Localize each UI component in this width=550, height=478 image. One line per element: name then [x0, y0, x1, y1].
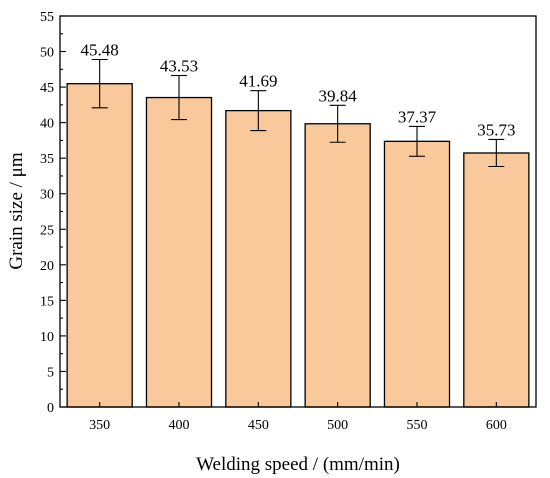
y-tick-label-50: 50 — [40, 46, 54, 61]
bar-550 — [383, 140, 451, 408]
data-label-600: 35.73 — [477, 120, 515, 139]
bar-350 — [66, 83, 133, 408]
y-tick-label-55: 55 — [40, 10, 54, 25]
y-tick-label-15: 15 — [40, 294, 54, 309]
y-tick-label-45: 45 — [40, 81, 54, 96]
x-tick-label-600: 600 — [486, 418, 507, 433]
x-tick-label-500: 500 — [327, 418, 348, 433]
y-tick-label-35: 35 — [40, 152, 54, 167]
bar-400 — [145, 96, 213, 408]
y-axis-title: Grain size / μm — [6, 152, 27, 270]
y-tick-label-40: 40 — [40, 117, 54, 132]
y-tick-label-5: 5 — [47, 365, 54, 380]
data-label-500: 39.84 — [319, 86, 358, 105]
bar-450 — [225, 109, 292, 408]
bar-600 — [463, 152, 530, 408]
y-axis: 0 5 10 15 20 25 30 35 40 45 50 55 — [40, 10, 66, 416]
x-tick-label-450: 450 — [248, 418, 269, 433]
y-tick-label-20: 20 — [40, 259, 54, 274]
y-tick-label-10: 10 — [40, 330, 54, 345]
bars-layer — [66, 83, 530, 408]
x-axis: 350 400 450 500 550 600 — [89, 402, 507, 433]
data-labels-layer: 45.48 43.53 41.69 39.84 37.37 35.73 — [81, 41, 516, 140]
data-label-450: 41.69 — [239, 72, 277, 91]
data-label-400: 43.53 — [160, 57, 198, 76]
x-tick-label-550: 550 — [407, 418, 428, 433]
data-label-350: 45.48 — [81, 41, 119, 60]
x-tick-label-350: 350 — [89, 418, 110, 433]
bar-500 — [304, 123, 371, 408]
y-tick-label-0: 0 — [47, 401, 54, 416]
error-bars-layer — [91, 58, 505, 168]
x-axis-title: Welding speed / (mm/min) — [196, 454, 400, 475]
data-label-550: 37.37 — [398, 107, 437, 126]
y-tick-label-25: 25 — [40, 223, 54, 238]
y-tick-label-30: 30 — [40, 188, 54, 203]
x-tick-label-400: 400 — [169, 418, 190, 433]
